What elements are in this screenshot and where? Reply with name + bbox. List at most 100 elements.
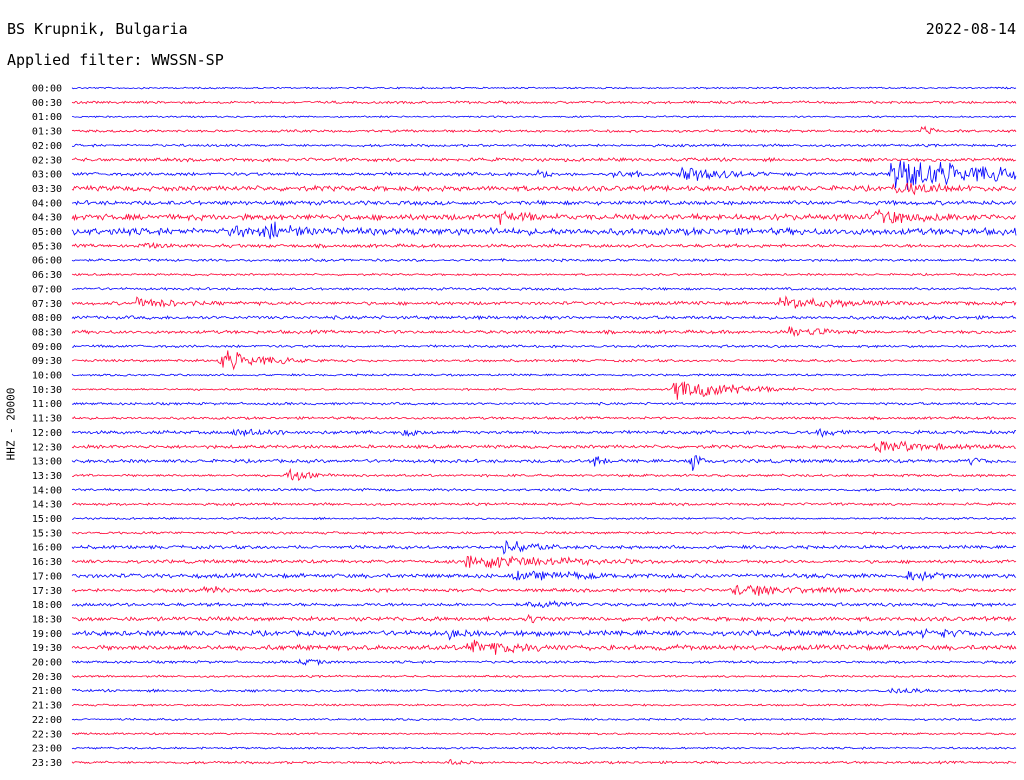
row-label-0700: 07:00 — [32, 284, 62, 295]
trace-0630 — [71, 272, 1017, 277]
row-label-1730: 17:30 — [32, 586, 62, 597]
row-label-0330: 03:30 — [32, 184, 62, 195]
row-label-1800: 18:00 — [32, 600, 62, 611]
row-label-2300: 23:00 — [32, 744, 62, 755]
row-label-0900: 09:00 — [32, 342, 62, 353]
row-label-1130: 11:30 — [32, 414, 62, 425]
row-label-1000: 10:00 — [32, 371, 62, 382]
row-label-0600: 06:00 — [32, 256, 62, 267]
row-label-1630: 16:30 — [32, 557, 62, 568]
row-label-1830: 18:30 — [32, 614, 62, 625]
row-label-1500: 15:00 — [32, 514, 62, 525]
trace-1330 — [71, 467, 1017, 481]
date-label: 2022-08-14 — [925, 20, 1016, 38]
station-title: BS Krupnik, Bulgaria — [7, 20, 188, 38]
trace-2130 — [71, 703, 1017, 707]
trace-0700 — [71, 286, 1017, 292]
trace-1800 — [71, 600, 1017, 609]
trace-0000 — [71, 86, 1017, 90]
trace-0430 — [71, 208, 1017, 225]
row-label-1330: 13:30 — [32, 471, 62, 482]
trace-1400 — [71, 487, 1017, 493]
filter-label: Applied filter: WWSSN-SP — [7, 51, 224, 69]
row-label-0200: 02:00 — [32, 141, 62, 152]
trace-0500 — [71, 221, 1017, 240]
row-label-0230: 02:30 — [32, 155, 62, 166]
trace-1300 — [71, 455, 1017, 471]
trace-0600 — [71, 257, 1017, 263]
trace-1000 — [71, 373, 1017, 377]
trace-0030 — [71, 100, 1017, 105]
seismic-traces — [71, 86, 1017, 766]
row-label-1200: 12:00 — [32, 428, 62, 439]
row-label-0530: 05:30 — [32, 241, 62, 252]
row-label-0430: 04:30 — [32, 213, 62, 224]
trace-2300 — [71, 746, 1017, 750]
trace-0100 — [71, 115, 1017, 119]
trace-0400 — [71, 199, 1017, 207]
row-label-1600: 16:00 — [32, 543, 62, 554]
trace-1230 — [71, 440, 1017, 454]
row-label-1700: 17:00 — [32, 571, 62, 582]
trace-1830 — [71, 613, 1017, 624]
row-label-0730: 07:30 — [32, 299, 62, 310]
trace-0830 — [71, 326, 1016, 338]
row-label-0130: 01:30 — [32, 127, 62, 138]
row-label-1900: 19:00 — [32, 629, 62, 640]
trace-2200 — [71, 717, 1017, 722]
row-label-0100: 01:00 — [32, 112, 62, 123]
row-label-2100: 21:00 — [32, 686, 62, 697]
row-label-0300: 03:00 — [32, 170, 62, 181]
trace-1100 — [71, 401, 1017, 406]
trace-0530 — [71, 241, 1017, 249]
trace-0300 — [71, 160, 1017, 190]
row-label-2130: 21:30 — [32, 701, 62, 712]
trace-0200 — [71, 143, 1017, 148]
row-label-1030: 10:30 — [32, 385, 62, 396]
row-label-1530: 15:30 — [32, 528, 62, 539]
trace-1200 — [71, 428, 1017, 438]
trace-1530 — [71, 530, 1017, 536]
row-label-2230: 22:30 — [32, 729, 62, 740]
row-label-1230: 12:30 — [32, 442, 62, 453]
row-label-1100: 11:00 — [32, 399, 62, 410]
trace-1030 — [71, 381, 1017, 400]
trace-0330 — [71, 182, 1017, 196]
trace-1600 — [71, 539, 1016, 555]
trace-2000 — [71, 658, 1017, 667]
trace-0230 — [71, 156, 1017, 163]
trace-1930 — [71, 639, 1017, 655]
row-label-0830: 08:30 — [32, 327, 62, 338]
row-label-1430: 14:30 — [32, 500, 62, 511]
trace-0730 — [71, 295, 1017, 309]
row-label-0030: 00:30 — [32, 98, 62, 109]
row-label-0000: 00:00 — [32, 84, 62, 95]
row-label-2330: 23:30 — [32, 758, 62, 769]
row-label-1930: 19:30 — [32, 643, 62, 654]
trace-1900 — [71, 627, 1017, 641]
trace-2230 — [71, 731, 1017, 736]
trace-2030 — [71, 674, 1017, 679]
trace-1430 — [71, 501, 1017, 507]
trace-0930 — [71, 350, 1017, 371]
trace-0900 — [71, 344, 1017, 349]
row-label-2000: 20:00 — [32, 658, 62, 669]
row-label-1300: 13:00 — [32, 457, 62, 468]
trace-1130 — [71, 415, 1017, 421]
trace-1700 — [71, 570, 1017, 582]
trace-2330 — [71, 758, 1017, 766]
row-label-0500: 05:00 — [32, 227, 62, 238]
trace-1500 — [71, 516, 1017, 521]
row-label-0630: 06:30 — [32, 270, 62, 281]
trace-1630 — [71, 555, 1017, 569]
row-label-2200: 22:00 — [32, 715, 62, 726]
row-label-0930: 09:30 — [32, 356, 62, 367]
trace-2100 — [71, 687, 1017, 694]
row-label-2030: 20:30 — [32, 672, 62, 683]
row-label-0800: 08:00 — [32, 313, 62, 324]
row-time-labels: 00:00 00:30 01:00 01:30 02:00 02:30 03:00 03:30… — [32, 84, 62, 769]
row-label-1400: 14:00 — [32, 485, 62, 496]
trace-0800 — [71, 314, 1017, 321]
trace-1730 — [71, 584, 1017, 596]
